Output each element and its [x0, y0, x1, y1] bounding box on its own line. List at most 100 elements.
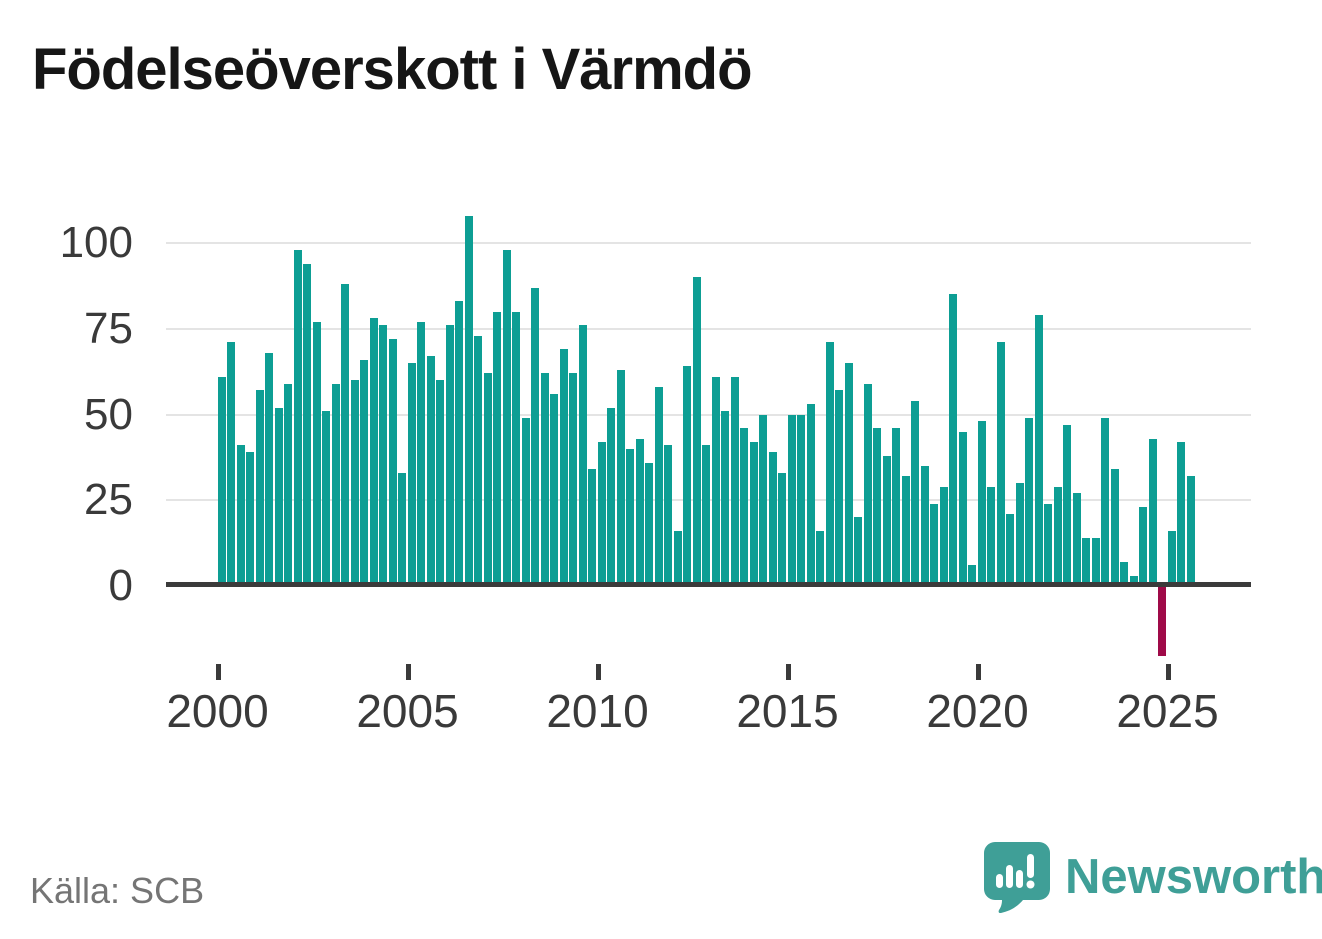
bar-2023-q4 — [1120, 561, 1128, 586]
bar-2020-q2 — [987, 486, 995, 586]
bar-2010-q3 — [616, 369, 625, 586]
bar-2017-q3 — [882, 455, 891, 586]
bar-2001-q4 — [284, 383, 292, 586]
x-tick-2000 — [215, 664, 221, 680]
y-axis-label-75: 75 — [84, 303, 133, 353]
bar-2020-q3 — [996, 342, 1005, 586]
bar-2016-q4 — [854, 517, 862, 586]
bar-2019-q2 — [949, 294, 957, 586]
bar-2016-q2 — [835, 390, 843, 586]
bar-2024-q2 — [1139, 507, 1147, 586]
bar-2024-q4 — [1158, 587, 1166, 656]
bar-2007-q2 — [493, 311, 501, 586]
bar-2025-q1 — [1167, 531, 1176, 586]
newsworthy-wordmark: Newsworthy — [1065, 850, 1322, 904]
bar-2018-q4 — [930, 503, 938, 586]
newsworthy-logo: Newsworthy — [983, 841, 1322, 913]
bar-2012-q3 — [692, 277, 701, 586]
bar-2001-q3 — [274, 407, 283, 586]
x-tick-2005 — [405, 664, 411, 680]
bar-2012-q2 — [683, 366, 691, 586]
bar-2012-q1 — [673, 531, 682, 586]
bar-2013-q1 — [711, 376, 720, 586]
bar-2015-q1 — [787, 414, 796, 586]
bar-2002-q3 — [312, 321, 321, 586]
bar-2016-q1 — [825, 342, 834, 586]
bar-2024-q3 — [1148, 438, 1157, 586]
bar-2020-q4 — [1006, 513, 1014, 586]
bar-2000-q1 — [217, 376, 226, 586]
bar-2009-q1 — [559, 349, 568, 586]
bar-2021-q3 — [1034, 315, 1043, 586]
bar-2019-q3 — [958, 431, 967, 586]
bar-2006-q4 — [474, 335, 482, 586]
bar-2025-q2 — [1177, 441, 1185, 586]
bar-2008-q4 — [550, 393, 558, 586]
bar-2011-q3 — [654, 387, 663, 586]
x-axis-label-2000: 2000 — [166, 685, 269, 737]
bar-2011-q2 — [645, 462, 653, 586]
bar-2005-q2 — [417, 321, 425, 586]
bar-2007-q3 — [502, 249, 511, 586]
bar-2006-q2 — [455, 301, 463, 586]
y-axis-label-0: 0 — [108, 561, 133, 610]
bar-2003-q3 — [350, 380, 359, 586]
bar-2002-q2 — [303, 263, 311, 586]
bar-2022-q3 — [1072, 493, 1081, 586]
bar-2014-q3 — [768, 452, 777, 586]
bar-2001-q1 — [255, 390, 264, 586]
x-axis-label-2010: 2010 — [546, 685, 649, 737]
bar-2014-q4 — [778, 472, 786, 586]
bar-2022-q4 — [1082, 537, 1090, 586]
bar-2011-q4 — [664, 445, 672, 586]
bar-2014-q1 — [749, 441, 758, 586]
bar-2009-q2 — [569, 373, 577, 586]
bar-2017-q2 — [873, 428, 881, 586]
bar-2009-q3 — [578, 325, 587, 586]
bar-2009-q4 — [588, 469, 596, 586]
bar-2013-q4 — [740, 428, 748, 586]
bar-2021-q1 — [1015, 483, 1024, 586]
bar-2013-q3 — [730, 376, 739, 586]
bar-2017-q1 — [863, 383, 872, 586]
bar-2018-q1 — [901, 476, 910, 586]
gridline-75 — [166, 327, 1251, 330]
bar-2004-q3 — [388, 339, 397, 586]
x-tick-2020 — [975, 664, 981, 680]
x-tick-2010 — [595, 664, 601, 680]
x-axis-label-2020: 2020 — [926, 685, 1029, 737]
chart-title: Födelseöverskott i Värmdö — [32, 37, 753, 102]
y-axis-label-25: 25 — [84, 475, 133, 525]
bar-2007-q1 — [483, 373, 492, 586]
bar-2018-q2 — [911, 400, 919, 586]
bar-2023-q3 — [1110, 469, 1119, 586]
source-note: Källa: SCB — [30, 870, 205, 911]
bar-2008-q3 — [540, 373, 549, 586]
bar-2010-q1 — [597, 441, 606, 586]
bar-2014-q2 — [759, 414, 767, 586]
bar-2012-q4 — [702, 445, 710, 586]
bar-2000-q2 — [227, 342, 235, 586]
bar-2004-q1 — [369, 318, 378, 586]
bar-2005-q4 — [436, 380, 444, 586]
bar-2000-q3 — [236, 445, 245, 586]
bar-2002-q4 — [322, 411, 330, 586]
x-axis-zero-line — [166, 582, 1251, 587]
bar-2005-q1 — [407, 363, 416, 586]
y-axis-label-100: 100 — [59, 218, 133, 267]
bar-2021-q2 — [1025, 417, 1033, 586]
bar-2016-q3 — [844, 363, 853, 586]
bar-2004-q2 — [379, 325, 387, 586]
bar-2000-q4 — [246, 452, 254, 586]
gridline-100 — [166, 242, 1251, 244]
bar-2019-q4 — [968, 565, 976, 586]
bar-2024-q1 — [1129, 575, 1138, 586]
bar-2003-q1 — [331, 383, 340, 586]
newsworthy-bubble-icon — [984, 842, 1050, 913]
bar-2008-q1 — [521, 417, 530, 586]
bar-2005-q3 — [426, 356, 435, 586]
bar-2017-q4 — [892, 428, 900, 586]
bar-2003-q2 — [341, 284, 349, 586]
gridline-50 — [166, 413, 1251, 416]
